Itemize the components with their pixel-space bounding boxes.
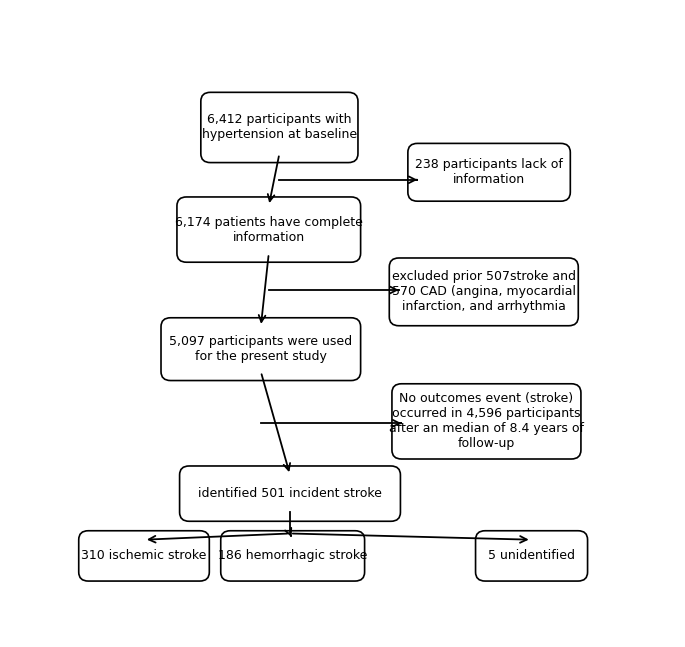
Text: identified 501 incident stroke: identified 501 incident stroke	[198, 487, 382, 500]
Text: 5,097 participants were used
for the present study: 5,097 participants were used for the pre…	[169, 335, 352, 363]
FancyBboxPatch shape	[79, 531, 210, 581]
FancyBboxPatch shape	[161, 318, 360, 380]
Text: 186 hemorrhagic stroke: 186 hemorrhagic stroke	[218, 549, 367, 562]
Text: 6,174 patients have complete
information: 6,174 patients have complete information	[175, 215, 363, 243]
Text: excluded prior 507stroke and
570 CAD (angina, myocardial
infarction, and arrhyth: excluded prior 507stroke and 570 CAD (an…	[392, 270, 576, 313]
Text: 310 ischemic stroke: 310 ischemic stroke	[82, 549, 207, 562]
FancyBboxPatch shape	[179, 466, 401, 521]
FancyBboxPatch shape	[475, 531, 588, 581]
FancyBboxPatch shape	[201, 93, 358, 162]
Text: 5 unidentified: 5 unidentified	[488, 549, 575, 562]
FancyBboxPatch shape	[221, 531, 364, 581]
FancyBboxPatch shape	[389, 258, 578, 325]
FancyBboxPatch shape	[392, 384, 581, 459]
FancyBboxPatch shape	[408, 144, 571, 201]
Text: No outcomes event (stroke)
occurred in 4,596 participants
after an median of 8.4: No outcomes event (stroke) occurred in 4…	[389, 392, 584, 450]
Text: 238 participants lack of
information: 238 participants lack of information	[415, 159, 563, 186]
FancyBboxPatch shape	[177, 197, 360, 262]
Text: 6,412 participants with
hypertension at baseline: 6,412 participants with hypertension at …	[202, 113, 357, 142]
